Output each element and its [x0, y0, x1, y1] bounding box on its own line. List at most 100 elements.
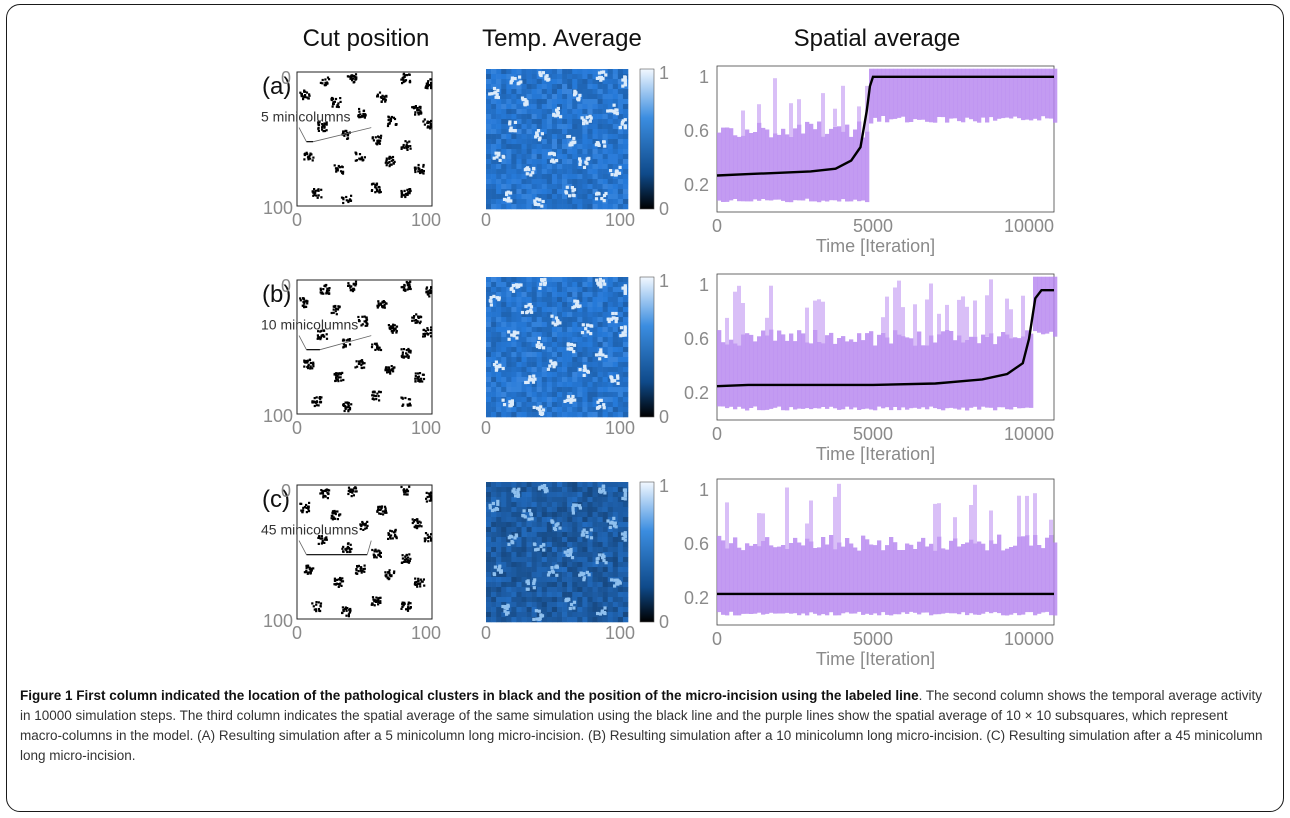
heatmap-cell — [541, 119, 548, 125]
purple-spike — [785, 487, 789, 549]
cluster-pixel — [359, 566, 363, 569]
heatmap-cell — [557, 607, 563, 613]
heatmap-cell — [511, 382, 517, 388]
cluster-pixel — [322, 130, 325, 133]
heatmap-hotspot — [614, 173, 618, 177]
purple-band — [757, 122, 762, 201]
heatmap-cell — [501, 567, 507, 573]
heatmap-cell — [541, 109, 548, 115]
heatmap-cell — [582, 597, 588, 603]
heatmap-hotspot — [567, 134, 572, 139]
cluster-pixel — [321, 78, 324, 82]
purple-band — [949, 68, 954, 119]
heatmap-cell — [521, 582, 527, 588]
heatmap-cell — [617, 287, 624, 293]
cluster-pixel — [304, 361, 307, 364]
heatmap-cell — [622, 337, 629, 343]
cluster-pixel — [417, 111, 420, 114]
heatmap-cell — [567, 312, 573, 318]
cluster-pixel — [409, 404, 412, 407]
heatmap-cell — [536, 84, 543, 90]
cluster-pixel — [424, 532, 428, 535]
heatmap-cell — [602, 297, 609, 303]
heatmap-cell — [506, 392, 512, 398]
cluster-pixel — [393, 535, 396, 538]
cluster-pixel — [359, 113, 362, 116]
heatmap-cell — [511, 84, 517, 90]
heatmap-cell — [562, 69, 568, 75]
cluster-pixel — [390, 534, 393, 537]
heatmap-cell — [562, 612, 568, 618]
heatmap-cell — [607, 119, 614, 125]
heatmap-cell — [536, 602, 543, 608]
heatmap-cell — [587, 382, 593, 388]
heatmap-cell — [541, 84, 548, 90]
heatmap-cell — [491, 317, 497, 323]
heatmap-cell — [562, 572, 568, 578]
cluster-pixel — [409, 145, 412, 148]
heatmap-cell — [572, 119, 578, 125]
heatmap-cell — [617, 532, 624, 538]
heatmap-hotspot — [513, 120, 517, 124]
heatmap-hotspot — [528, 508, 532, 513]
heatmap-cell — [506, 322, 512, 328]
heatmap-hotspot — [525, 100, 529, 104]
heatmap-cell — [562, 392, 568, 398]
purple-spike — [881, 317, 885, 333]
heatmap-cell — [551, 492, 558, 498]
cluster-pixel — [422, 163, 425, 167]
cluster-pixel — [364, 316, 368, 319]
purple-spike — [973, 300, 977, 337]
cluster-pixel — [427, 332, 430, 336]
heatmap-cell — [551, 572, 558, 578]
heatmap-cell — [526, 522, 532, 528]
heatmap-hotspot — [536, 129, 541, 133]
heatmap-cell — [607, 487, 614, 493]
heatmap-cell — [491, 597, 497, 603]
cluster-pixel — [422, 377, 426, 381]
heatmap-cell — [506, 352, 512, 358]
cluster-pixel — [414, 111, 417, 114]
cluster-pixel — [414, 166, 417, 169]
heatmap-cell — [486, 522, 492, 528]
cluster-pixel — [347, 486, 351, 489]
heatmap-cell — [516, 567, 522, 573]
heatmap-cell — [516, 119, 522, 125]
heatmap-cell — [486, 184, 492, 190]
cluster-pixel — [307, 510, 311, 513]
heatmap-cell — [506, 577, 512, 583]
heatmap-cell — [587, 124, 593, 130]
heatmap-cell — [526, 482, 532, 488]
heatmap-cell — [567, 382, 573, 388]
heatmap-cell — [597, 537, 603, 543]
heatmap-cell — [617, 587, 624, 593]
heatmap-cell — [486, 507, 492, 513]
heatmap-cell — [546, 189, 553, 195]
heatmap-cell — [521, 302, 527, 308]
heatmap-cell — [541, 149, 548, 155]
cluster-pixel — [333, 517, 336, 520]
heatmap-cell — [516, 307, 522, 313]
heatmap-cell — [592, 134, 598, 140]
cluster-pixel — [376, 510, 379, 513]
heatmap-hotspot — [600, 610, 604, 614]
heat-x-tick: 0 — [481, 623, 491, 643]
heatmap-hotspot — [595, 560, 599, 565]
heatmap-cell — [491, 144, 497, 150]
cluster-pixel — [319, 401, 322, 404]
cluster-pixel — [377, 553, 380, 556]
heatmap-cell — [526, 567, 532, 573]
cluster-pixel — [379, 302, 382, 305]
heatmap-cell — [602, 362, 609, 368]
cluster-pixel — [375, 190, 379, 193]
heatmap-hotspot — [532, 617, 536, 621]
heatmap-cell — [546, 387, 553, 393]
heatmap-cell — [526, 149, 532, 155]
purple-spike — [1033, 493, 1037, 535]
heatmap-cell — [577, 567, 583, 573]
heatmap-cell — [546, 532, 553, 538]
cluster-pixel — [375, 398, 378, 401]
heatmap-cell — [486, 327, 492, 333]
x-tick-label: 5000 — [853, 216, 893, 236]
heatmap-cell — [577, 372, 583, 378]
